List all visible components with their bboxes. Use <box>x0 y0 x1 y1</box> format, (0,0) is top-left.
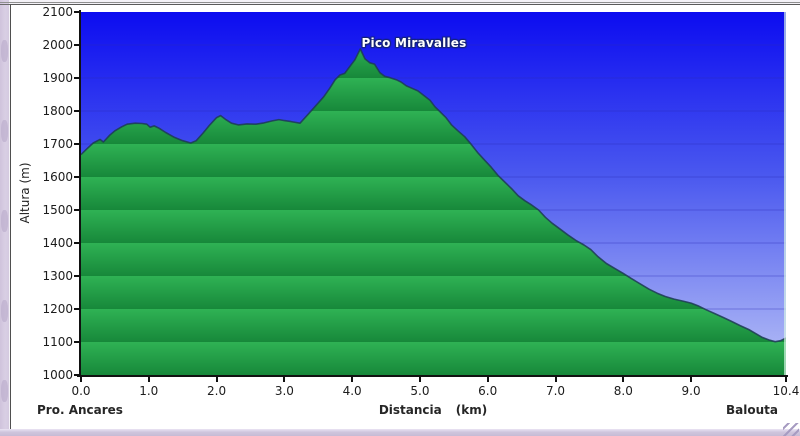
y-tickmark <box>74 44 79 46</box>
y-tickmark <box>74 308 79 310</box>
x-tickmark <box>554 377 557 382</box>
route-end-label: Balouta <box>726 403 778 417</box>
x-tickmark <box>147 377 150 382</box>
window-bottom-frame <box>0 429 800 436</box>
y-tickmark <box>74 77 79 79</box>
y-axis-line <box>79 10 81 377</box>
y-tick-label: 1600 <box>42 170 73 184</box>
elevation-area-fill <box>81 49 786 375</box>
x-tickmark <box>80 377 82 382</box>
y-tick-label: 1000 <box>42 368 73 382</box>
peak-annotation: Pico Miravalles <box>361 36 467 50</box>
x-axis-title: Distancia (km) <box>379 403 487 417</box>
x-axis-title-unit: (km) <box>455 403 488 417</box>
y-tick-label: 1200 <box>42 302 73 316</box>
window-top-edge <box>0 2 800 3</box>
x-tick-label: 10.4 <box>772 384 800 398</box>
route-start-label: Pro. Ancares <box>37 403 123 417</box>
x-tickmark <box>418 377 421 382</box>
x-tickmark <box>690 377 693 382</box>
background-texture <box>1 120 8 142</box>
x-tickmark <box>486 377 489 382</box>
elevation-profile-plot[interactable]: Pico Miravalles <box>81 12 786 375</box>
y-tick-label: 1500 <box>42 203 73 217</box>
x-axis-line <box>77 375 788 377</box>
y-tick-label: 1900 <box>42 71 73 85</box>
profile-chart-canvas <box>81 12 786 375</box>
x-axis-title-text: Distancia <box>378 403 442 417</box>
background-texture <box>1 300 8 322</box>
y-tickmark <box>74 110 79 112</box>
elevation-profile-window: Altura (m) <box>10 4 800 430</box>
x-tick-label: 1.0 <box>139 384 159 398</box>
y-tickmark <box>74 209 79 211</box>
y-tickmark <box>74 374 79 376</box>
x-tick-label: 3.0 <box>274 384 294 398</box>
x-tick-label: 5.0 <box>410 384 430 398</box>
y-tickmark <box>74 242 79 244</box>
y-tickmark <box>74 11 79 13</box>
x-tick-label: 6.0 <box>478 384 498 398</box>
resize-grip-icon[interactable] <box>783 423 799 436</box>
x-tick-label: 9.0 <box>681 384 701 398</box>
x-tick-label: 4.0 <box>342 384 362 398</box>
x-tickmark <box>283 377 286 382</box>
y-tick-label: 2000 <box>42 38 73 52</box>
x-tickmark <box>785 377 787 382</box>
x-tick-label: 8.0 <box>613 384 633 398</box>
y-tickmark <box>74 275 79 277</box>
x-tick-label: 2.0 <box>207 384 227 398</box>
y-tickmark <box>74 341 79 343</box>
y-tick-label: 1300 <box>42 269 73 283</box>
x-tick-label: 7.0 <box>545 384 566 398</box>
background-window-strip <box>0 0 9 436</box>
x-tickmark <box>622 377 625 382</box>
y-tickmark <box>74 176 79 178</box>
background-texture <box>1 210 8 232</box>
x-tickmark <box>351 377 354 382</box>
x-tickmark <box>215 377 218 382</box>
elevation-ridge-line <box>81 48 786 343</box>
y-tick-label: 1100 <box>42 335 73 349</box>
y-tick-label: 1800 <box>42 104 73 118</box>
y-tick-label: 1700 <box>42 137 73 151</box>
y-tick-label: 2100 <box>42 5 73 19</box>
y-tickmark <box>74 143 79 145</box>
x-tick-label: 0.0 <box>71 384 91 398</box>
background-texture <box>1 40 8 62</box>
background-texture <box>1 380 8 402</box>
y-tick-label: 1400 <box>42 236 73 250</box>
